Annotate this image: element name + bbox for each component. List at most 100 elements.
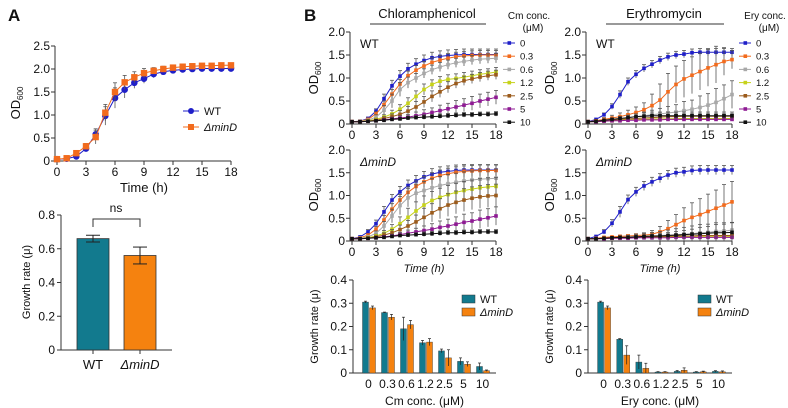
data-point bbox=[414, 115, 418, 120]
x-tick-label: 6 bbox=[397, 245, 404, 259]
data-point bbox=[658, 176, 662, 181]
data-point bbox=[398, 112, 402, 117]
data-point bbox=[111, 88, 119, 96]
legend-marker bbox=[507, 94, 512, 98]
legend-label: 2.5 bbox=[756, 91, 769, 102]
data-point bbox=[390, 99, 394, 103]
bar bbox=[123, 255, 157, 351]
data-point bbox=[586, 119, 590, 124]
data-point bbox=[594, 234, 598, 239]
legend-marker bbox=[743, 107, 748, 111]
y-tick-label: 0 bbox=[574, 117, 581, 131]
y-tick-label: 0.8 bbox=[38, 208, 55, 222]
data-point bbox=[406, 109, 410, 113]
x-tick-label: 0 bbox=[585, 128, 592, 142]
x-tick-label: 18 bbox=[489, 128, 503, 142]
data-point bbox=[462, 220, 466, 225]
data-point bbox=[446, 62, 450, 67]
y-tick-label: 2.0 bbox=[564, 143, 581, 157]
legend-a: WT ΔminD bbox=[183, 106, 237, 134]
data-point bbox=[430, 176, 434, 181]
legend-label: 1.2 bbox=[756, 78, 769, 89]
legend-marker bbox=[507, 67, 512, 72]
legend-label: 0.6 bbox=[756, 65, 769, 76]
data-point bbox=[494, 230, 498, 234]
data-point bbox=[414, 230, 418, 234]
y-tick-label: 2.5 bbox=[33, 39, 50, 53]
data-point bbox=[470, 219, 474, 223]
legend-label: 2.5 bbox=[520, 91, 533, 102]
data-point bbox=[462, 103, 466, 107]
data-point bbox=[414, 105, 418, 109]
data-point bbox=[382, 118, 386, 123]
data-point bbox=[430, 114, 434, 119]
data-point bbox=[382, 210, 386, 214]
y-tick-label: 0 bbox=[340, 366, 347, 380]
data-point bbox=[430, 94, 434, 99]
data-point bbox=[706, 66, 710, 70]
x-tick-label: 5 bbox=[460, 377, 467, 391]
data-point bbox=[714, 231, 718, 235]
y-tick-label: 2.0 bbox=[33, 62, 50, 76]
strain-label: WT bbox=[360, 37, 379, 51]
data-point bbox=[462, 230, 466, 235]
y-tick-label: 1.5 bbox=[328, 48, 345, 62]
data-point bbox=[618, 235, 622, 240]
data-point bbox=[690, 168, 694, 173]
data-point bbox=[414, 94, 418, 99]
x-axis-label: Time (h) bbox=[120, 180, 168, 195]
data-point bbox=[121, 86, 128, 93]
x-tick-label: 3 bbox=[83, 165, 90, 179]
data-point bbox=[63, 155, 70, 162]
data-point bbox=[634, 190, 638, 194]
legend-label: WT bbox=[716, 294, 733, 306]
data-point bbox=[208, 62, 215, 69]
data-point bbox=[674, 233, 678, 237]
data-point bbox=[374, 227, 378, 231]
data-point bbox=[414, 68, 418, 72]
data-point bbox=[634, 110, 638, 115]
data-point bbox=[494, 112, 498, 116]
data-point bbox=[430, 198, 434, 203]
y-tick-label: 0.3 bbox=[330, 296, 347, 310]
legend-label: 0 bbox=[520, 39, 525, 50]
data-point bbox=[390, 227, 394, 231]
data-point bbox=[422, 64, 426, 68]
data-point bbox=[406, 67, 410, 71]
legend-label: 0.6 bbox=[520, 65, 533, 76]
x-tick-label: 18 bbox=[725, 245, 739, 259]
y-tick-label: 0 bbox=[338, 117, 345, 131]
data-point bbox=[414, 209, 418, 213]
legend-label: 0 bbox=[756, 39, 761, 50]
data-point bbox=[730, 92, 734, 97]
data-point bbox=[430, 67, 434, 72]
x-tick-label: 12 bbox=[677, 245, 691, 259]
legend-label: 10 bbox=[756, 118, 767, 129]
data-point bbox=[398, 233, 402, 238]
x-tick-label: 18 bbox=[725, 128, 739, 142]
data-point bbox=[73, 149, 80, 157]
bar bbox=[604, 307, 611, 374]
data-point bbox=[406, 215, 410, 220]
data-point bbox=[374, 109, 378, 113]
bar-chart-a: 0 0.2 0.4 0.6 0.8 Growth rate (μ) WT ΔminD ns bbox=[21, 201, 172, 372]
data-point bbox=[594, 119, 598, 124]
data-point bbox=[470, 101, 474, 106]
data-point bbox=[698, 212, 702, 217]
data-point bbox=[422, 87, 426, 92]
data-point bbox=[658, 234, 662, 238]
data-point bbox=[446, 231, 450, 235]
data-point bbox=[494, 72, 498, 77]
data-point bbox=[470, 77, 474, 81]
x-tick-label: 3 bbox=[373, 245, 380, 259]
significance-bracket bbox=[92, 218, 141, 227]
x-tick-label: 15 bbox=[465, 245, 479, 259]
data-point bbox=[470, 113, 474, 117]
data-point bbox=[478, 75, 482, 79]
data-point bbox=[478, 57, 482, 61]
data-point bbox=[698, 105, 702, 110]
legend-marker bbox=[507, 41, 512, 45]
data-point bbox=[706, 103, 710, 107]
bar bbox=[407, 324, 414, 374]
data-point bbox=[446, 85, 450, 89]
